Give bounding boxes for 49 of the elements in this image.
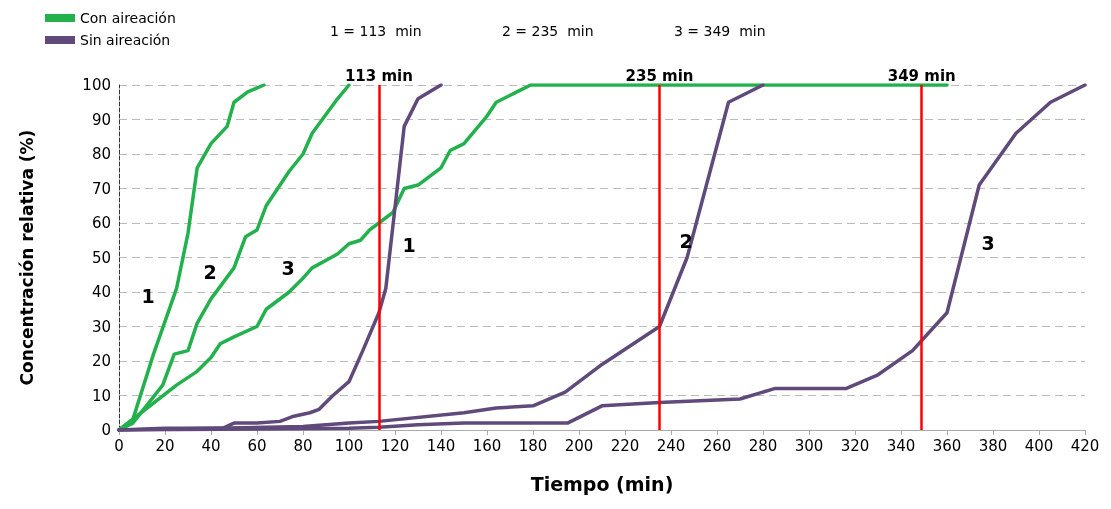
y-tick-label: 90 — [91, 110, 111, 129]
y-axis-title: Concentración relativa (%) — [16, 129, 37, 386]
x-tick-label: 20 — [155, 436, 175, 455]
x-tick-label: 120 — [380, 436, 410, 455]
legend-label: Sin aireación — [80, 32, 171, 48]
y-tick-label: 10 — [91, 386, 111, 405]
y-tick-label: 30 — [91, 317, 111, 336]
x-tick-label: 100 — [334, 436, 364, 455]
x-tick-label: 260 — [702, 436, 732, 455]
annotation: 1 — [402, 234, 416, 256]
annotation: 3 — [281, 257, 295, 279]
x-tick-label: 200 — [564, 436, 594, 455]
ref-line-label: 235 min — [625, 66, 694, 85]
x-tick-label: 340 — [886, 436, 916, 455]
y-tick-label: 20 — [91, 352, 111, 370]
x-tick-label: 420 — [1070, 436, 1100, 455]
x-tick-label: 320 — [840, 436, 870, 455]
x-tick-label: 380 — [978, 436, 1008, 455]
x-tick-label: 60 — [247, 436, 267, 455]
x-tick-label: 40 — [201, 436, 221, 455]
y-tick-label: 40 — [91, 283, 111, 301]
x-tick-label: 240 — [656, 436, 686, 455]
x-axis-title: Tiempo (min) — [530, 472, 674, 495]
y-tick-label: 60 — [91, 214, 111, 232]
x-tick-label: 0 — [114, 436, 124, 455]
y-tick-label: 70 — [91, 179, 111, 198]
ref-line-label: 349 min — [887, 66, 956, 85]
annotation: 2 — [679, 230, 693, 252]
x-tick-label: 220 — [610, 436, 640, 455]
annotation: 2 — [203, 261, 217, 283]
y-tick-label: 80 — [91, 145, 111, 163]
x-tick-label: 360 — [932, 436, 962, 455]
x-tick-label: 160 — [472, 436, 502, 455]
annotation: 1 — [141, 285, 155, 307]
text: 1 = 113 min — [330, 23, 422, 39]
y-tick-label: 100 — [82, 76, 111, 94]
text: 2 = 235 min — [502, 23, 594, 39]
x-tick-label: 400 — [1024, 436, 1054, 455]
text: 3 = 349 min — [674, 23, 766, 39]
y-tick-label: 0 — [101, 421, 111, 439]
x-tick-label: 80 — [293, 436, 313, 455]
ref-line-label: 113 min — [344, 66, 413, 85]
x-tick-label: 280 — [748, 436, 778, 455]
x-tick-label: 300 — [794, 436, 824, 455]
annotation: 3 — [981, 232, 995, 254]
y-tick-label: 50 — [91, 248, 111, 267]
x-tick-label: 140 — [426, 436, 456, 455]
x-tick-label: 180 — [518, 436, 548, 455]
legend-label: Con aireación — [80, 10, 176, 26]
